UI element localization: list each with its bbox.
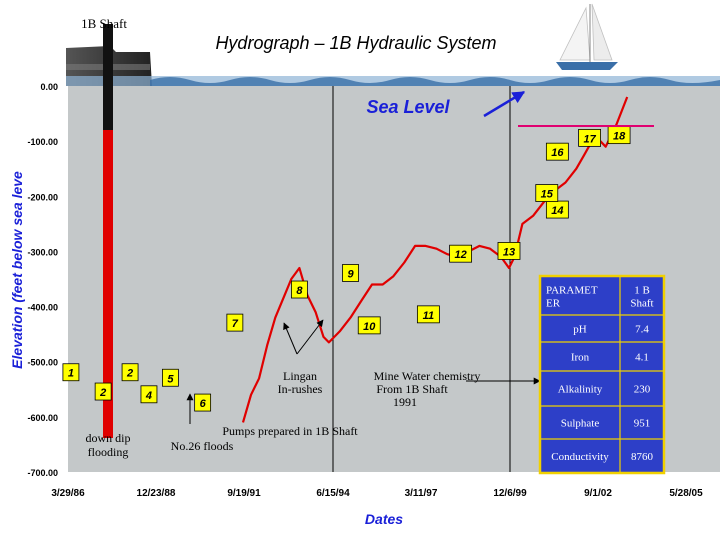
table-value-cell: 8760 — [631, 451, 654, 463]
table-parameter-cell: Iron — [571, 352, 590, 364]
x-tick-label: 3/29/86 — [51, 488, 85, 499]
point-label-box — [94, 382, 112, 401]
point-label-box — [535, 184, 559, 202]
sea-level-label: Sea Level — [366, 97, 450, 117]
table-value-cell: 1 B Shaft — [630, 285, 653, 310]
x-tick-label: 5/28/05 — [669, 488, 703, 499]
point-label: 15 — [541, 189, 554, 201]
point-label: 2 — [99, 387, 106, 399]
point-label-box — [162, 368, 179, 387]
table-value-cell: 951 — [634, 418, 651, 430]
y-tick-label: -400.00 — [27, 303, 58, 313]
point-label-box — [357, 316, 381, 335]
point-label: 5 — [167, 373, 174, 385]
y-tick-label: -500.00 — [27, 358, 58, 368]
point-label-box — [342, 264, 359, 282]
point-label-box — [140, 385, 158, 404]
x-tick-label: 12/6/99 — [493, 488, 527, 499]
table-parameter-cell: Alkalinity — [558, 384, 603, 396]
point-label: 2 — [126, 368, 133, 380]
sea-level-arrow — [483, 90, 526, 118]
lingan-annotation: Lingan In-rushes — [278, 319, 324, 396]
down-dip-annotation: down dip flooding — [86, 431, 131, 459]
point-label-box — [62, 363, 80, 382]
x-tick-label: 3/11/97 — [405, 488, 438, 499]
point-label: 13 — [503, 246, 515, 258]
y-tick-label: -700.00 — [27, 468, 58, 478]
x-tick-label: 9/19/91 — [227, 488, 261, 499]
table-value-cell: 7.4 — [635, 324, 649, 336]
point-label: 18 — [613, 131, 626, 143]
point-label-box — [416, 305, 440, 324]
point-label-box — [226, 313, 244, 332]
point-label: 17 — [583, 133, 596, 145]
table-parameter-cell: pH — [573, 324, 587, 336]
y-tick-label: 0.00 — [40, 82, 58, 92]
water-level-series — [241, 96, 629, 423]
table-value-cell: 4.1 — [635, 352, 649, 364]
y-axis-label: Elevation (feet below sea leve — [9, 171, 25, 369]
x-tick-label: 6/15/94 — [316, 488, 350, 499]
point-label-box — [497, 242, 521, 260]
point-label: 16 — [551, 147, 564, 159]
x-tick-label: 12/23/88 — [137, 488, 176, 499]
point-label: 9 — [347, 268, 354, 280]
point-label: 10 — [363, 321, 376, 333]
chart-title: Hydrograph – 1B Hydraulic System — [215, 33, 496, 53]
table-value-cell: 230 — [634, 384, 651, 396]
y-tick-label: -300.00 — [27, 247, 58, 257]
table-parameter-cell: Sulphate — [561, 418, 600, 430]
point-label-box — [578, 128, 601, 147]
x-axis-label: Dates — [365, 511, 403, 527]
point-label-box — [194, 393, 212, 412]
point-label-box — [121, 363, 139, 382]
y-tick-label: -200.00 — [27, 192, 58, 202]
mine-water-annotation: Mine Water chemistry From 1B Shaft 1991 — [374, 369, 541, 409]
point-label: 12 — [454, 249, 466, 261]
table-parameter-cell: Conductivity — [551, 451, 609, 463]
shaft-column — [103, 24, 113, 438]
chemistry-table: PARAMET ER 1 B Shaft pH 7.4 Iron 4.1 Alkalinity 2… — [538, 274, 666, 475]
sailboat-icon — [556, 3, 618, 70]
x-tick-label: 9/1/02 — [584, 488, 612, 499]
table-parameter-cell: PARAMET ER — [546, 285, 598, 310]
point-label: 7 — [232, 318, 239, 330]
point-label: 6 — [200, 398, 207, 410]
point-label: 1 — [68, 368, 74, 380]
shaft-label: 1B Shaft — [81, 16, 127, 31]
point-label: 11 — [423, 310, 434, 322]
y-tick-label: -600.00 — [27, 413, 58, 423]
point-label: 4 — [145, 390, 152, 402]
point-label: 8 — [296, 285, 303, 297]
pumps-annotation: Pumps prepared in 1B Shaft No.26 floods — [171, 393, 359, 453]
point-label-box — [545, 142, 569, 161]
point-label-box — [449, 244, 473, 263]
y-tick-label: -100.00 — [27, 137, 58, 147]
point-label: 14 — [551, 205, 563, 217]
point-label-box — [290, 280, 308, 299]
